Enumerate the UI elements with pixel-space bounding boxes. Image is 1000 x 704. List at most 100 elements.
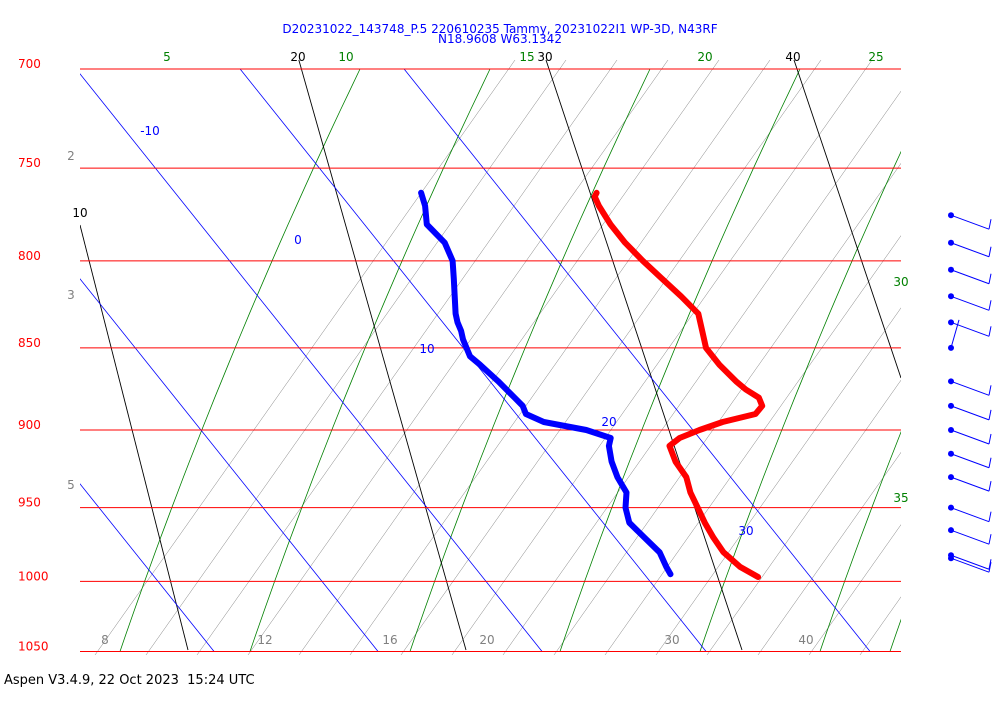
chart-title-line2: N18.9608 W63.1342 [438,32,562,46]
wind-barb-feather [988,409,992,420]
pressure-tick-label: 850 [18,336,41,350]
isotherm-label: 0 [294,233,302,247]
mixing-ratio-line [706,379,901,655]
mixing-ratio-line [553,162,901,655]
wind-barb-staff [950,380,990,396]
wind-barb-feather [988,246,992,257]
moist-adiabat-label: 15 [519,50,534,64]
mixing-ratio-label: 3 [67,288,75,302]
wind-barb [948,504,992,523]
pressure-tick-label: 800 [18,249,41,263]
footer-version: Aspen V3.4.9, 22 Oct 2023 15:24 UTC [4,673,255,688]
mixing-ratio-line [349,60,771,655]
wind-barb [948,212,992,230]
mixing-ratio-line [400,60,822,655]
profile-traces [418,189,766,580]
mixing-ratio-line [757,451,901,655]
dry-adiabat-line [793,60,901,379]
wind-barb-staff [950,214,990,230]
mixing-ratio-line [451,60,873,655]
wind-barb-feather [988,562,992,573]
wind-barb-staff [950,319,960,349]
moist-adiabat-label: 25 [868,50,883,64]
wind-barb-staff [950,269,990,285]
wind-barb [948,239,992,258]
wind-barb [948,474,992,492]
moist-adiabat-label: 20 [697,50,712,64]
wind-barb-staff [950,242,990,258]
pressure-tick-label: 1000 [18,569,49,583]
moist-adiabat-line [559,68,801,652]
wind-barb [948,527,992,545]
moist-adiabat-label: 10 [338,50,353,64]
wind-barb [948,378,992,396]
mixing-ratio-line [808,524,901,655]
mixing-ratio-label: 16 [382,633,397,647]
mixing-ratio-line [145,60,567,655]
isotherm-label: 30 [738,524,753,538]
pressure-tick-label: 950 [18,496,41,510]
wind-barb [948,427,992,445]
wind-barb-feather [988,385,992,396]
chart-grid [80,60,1000,655]
wind-barb-staff [950,529,990,545]
moist-adiabat-line [409,68,651,652]
pressure-tick-label: 900 [18,418,41,432]
wind-barb [948,402,992,421]
mixing-ratio-label: 12 [257,633,272,647]
mixing-ratio-line [298,60,720,655]
wind-barb [948,450,992,469]
wind-barb-staff [950,507,990,523]
isotherm-label: 20 [601,415,616,429]
mixing-ratio-label: 2 [67,149,75,163]
pressure-tick-label: 750 [18,156,41,170]
dry-adiabat-label: 10 [72,206,87,220]
grid-labels: 700 750 800 850 900 950 1000 1050 -10 0 10 20 30 20 30… [18,50,909,653]
dry-adiabat-line [545,60,743,651]
wind-barb-staff [950,476,990,492]
wind-barb-staff [950,429,990,445]
mixing-ratio-line [962,60,1000,655]
dry-adiabat-line [80,224,189,651]
moist-adiabat-label: 35 [893,491,908,505]
mixing-ratio-line [247,60,669,655]
mixing-ratio-label: 8 [101,633,109,647]
moist-adiabat-label: 30 [893,275,908,289]
isotherm-line [80,73,543,652]
moist-adiabat-line [249,68,491,652]
dry-adiabat-label: 30 [537,50,552,64]
wind-barb-staff [950,557,990,573]
isotherm-line [403,68,871,652]
wind-barb-feather [988,219,992,230]
mixing-ratio-line [655,307,901,655]
wind-barb-staff [950,295,990,311]
wind-barb-staff [950,453,990,469]
wind-barb [948,319,992,337]
moist-adiabat-line [889,618,901,652]
pressure-tick-label: 1050 [18,639,49,653]
isotherm-label: 10 [419,342,434,356]
wind-barb-feather [988,326,992,337]
wind-barb [948,552,992,570]
wind-barb-staff [950,554,990,570]
isotherm-line [80,483,215,652]
wind-barb [948,293,992,311]
wind-barb-feather [988,534,992,545]
mixing-ratio-line [604,235,901,655]
chart-title-line1: D20231022_143748_P.5 220610235 Tammy, 20… [282,22,717,36]
moist-adiabat-line [819,430,901,652]
moist-adiabat-line [699,150,901,652]
mixing-ratio-line [911,60,1000,655]
wind-barb-feather [988,559,992,570]
moist-adiabat-line [119,68,361,652]
mixing-ratio-label: 40 [798,633,813,647]
dewpoint-trace [418,189,674,578]
wind-barbs [948,212,992,573]
wind-barb-feather [988,273,992,284]
mixing-ratio-label: 20 [479,633,494,647]
moist-adiabat-label: 5 [163,50,171,64]
wind-barb [948,555,992,573]
wind-barb [948,319,960,351]
